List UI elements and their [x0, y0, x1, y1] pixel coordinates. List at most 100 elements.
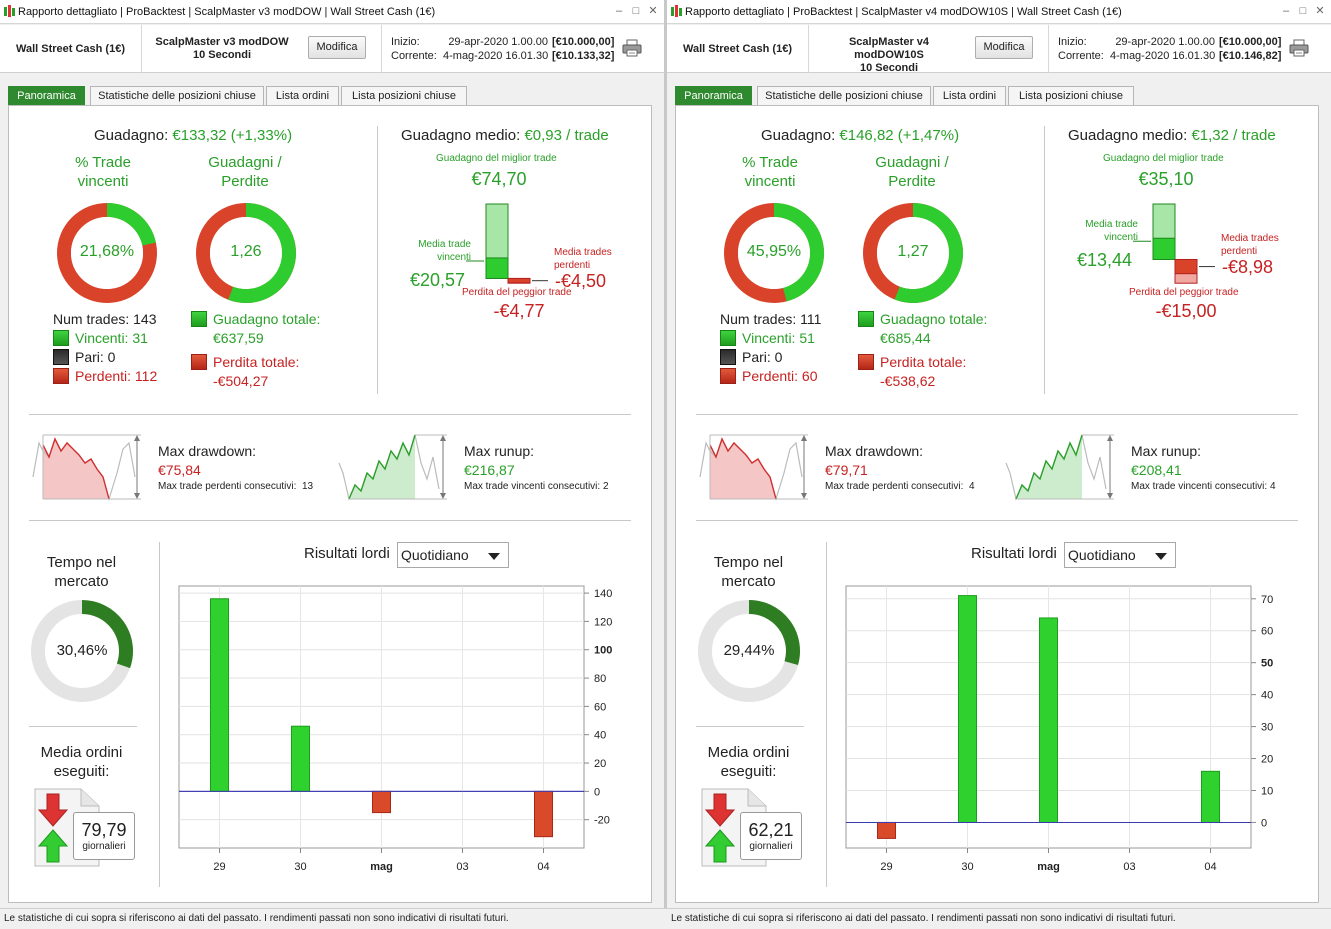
- maximize-button[interactable]: □: [1299, 5, 1307, 17]
- avg-orders-value: 79,79: [81, 820, 127, 840]
- x-tick-label: mag: [370, 861, 393, 873]
- max-consecutive-winners: Max trade vincenti consecutivi: 4: [1131, 481, 1276, 492]
- title-bar: Rapporto dettagliato | ProBacktest | Sca…: [667, 0, 1331, 24]
- section-divider: [696, 414, 1298, 415]
- worst-trade-label: Perdita del peggior trade: [1129, 287, 1239, 299]
- green-legend-icon: [191, 311, 207, 327]
- avg-orders-badge: 62,21 giornalieri: [740, 812, 802, 860]
- minimize-button[interactable]: –: [615, 5, 623, 17]
- avg-trade-graphic: [1133, 203, 1215, 284]
- bar: [291, 725, 310, 792]
- section-divider: [29, 520, 631, 521]
- title-bar: Rapporto dettagliato | ProBacktest | Sca…: [0, 0, 664, 24]
- close-button[interactable]: ✕: [1315, 5, 1325, 17]
- printer-icon[interactable]: [622, 39, 642, 57]
- total-gain-value: €637,59: [213, 330, 264, 346]
- report-window-v4: Rapporto dettagliato | ProBacktest | Sca…: [667, 0, 1331, 929]
- winners-count: Vincenti: 51: [720, 329, 821, 348]
- minimize-button[interactable]: –: [1282, 5, 1290, 17]
- tab-panoramica[interactable]: Panoramica: [675, 86, 752, 105]
- y-tick-label: 20: [1261, 754, 1273, 766]
- total-gain-row: Guadagno totale:: [191, 310, 320, 329]
- start-row: Inizio: 29-apr-2020 1.00.00 [€10.000,00]: [1058, 36, 1282, 48]
- win-rate-label: % Trade vincenti: [75, 154, 131, 190]
- y-tick-label: 0: [594, 786, 600, 798]
- time-in-market-value: 29,44%: [723, 642, 775, 659]
- candlestick-app-icon: [671, 5, 682, 19]
- y-tick-label: 120: [594, 616, 612, 628]
- x-tick-label: 03: [1123, 861, 1135, 873]
- x-tick-label: 29: [880, 861, 892, 873]
- tab-panoramica[interactable]: Panoramica: [8, 86, 85, 105]
- tab-closed-positions-stats[interactable]: Statistiche delle posizioni chiuse: [90, 86, 264, 105]
- window-title: Rapporto dettagliato | ProBacktest | Sca…: [18, 6, 436, 18]
- best-trade-value: €74,70: [471, 169, 527, 189]
- footer-bar: Le statistiche di cui sopra si riferisco…: [0, 908, 1331, 929]
- printer-icon[interactable]: [1289, 39, 1309, 57]
- avg-orders-badge: 79,79 giornalieri: [73, 812, 135, 860]
- tab-order-list[interactable]: Lista ordini: [266, 86, 339, 105]
- win-rate-hole: [738, 217, 810, 289]
- max-consecutive-losers: Max trade perdenti consecutivi: 13: [158, 481, 314, 492]
- time-in-market-gauge: [31, 600, 133, 702]
- total-gain-row: Guadagno totale:: [858, 310, 987, 329]
- total-gain-value: €685,44: [880, 330, 931, 346]
- window-separator[interactable]: [664, 0, 667, 929]
- tab-order-list[interactable]: Lista ordini: [933, 86, 1006, 105]
- section-divider: [29, 414, 631, 415]
- y-tick-label: 40: [1261, 690, 1273, 702]
- red-legend-icon: [53, 368, 69, 384]
- strategy-cell: ScalpMaster v4 modDOW10S 10 Secondi Modif…: [809, 25, 1049, 74]
- y-tick-label: 100: [594, 645, 612, 657]
- avg-loss-bar: [507, 277, 531, 284]
- win-rate-hole: [71, 217, 143, 289]
- green-legend-icon: [858, 311, 874, 327]
- close-button[interactable]: ✕: [648, 5, 658, 17]
- total-loss-value: -€538,62: [880, 373, 936, 389]
- avg-orders-label: Media ordini eseguiti:: [40, 744, 123, 780]
- black-legend-icon: [53, 349, 69, 365]
- x-tick-label: 04: [537, 861, 549, 873]
- chevron-down-icon: [488, 553, 500, 560]
- y-tick-label: 30: [1261, 722, 1273, 734]
- time-in-market-value: 30,46%: [56, 642, 108, 659]
- time-gauge-hole: [713, 615, 785, 687]
- losers-count: Perdenti: 60: [720, 367, 821, 386]
- dates-cell: Inizio: 29-apr-2020 1.00.00 [€10.000,00] C…: [1049, 25, 1281, 73]
- start-row: Inizio: 29-apr-2020 1.00.00 [€10.000,00]: [391, 36, 615, 48]
- bar: [1039, 617, 1058, 823]
- avg-gain-heading: Guadagno medio: €0,93 / trade: [401, 127, 609, 144]
- tab-closed-positions-stats[interactable]: Statistiche delle posizioni chiuse: [757, 86, 931, 105]
- y-tick-label: 20: [594, 758, 606, 770]
- total-loss-row: Perdita totale:: [191, 353, 320, 372]
- win-rate-slice: [773, 203, 824, 302]
- section-divider: [29, 726, 137, 727]
- winners-count: Vincenti: 31: [53, 329, 157, 348]
- period-dropdown-value: Quotidiano: [401, 547, 469, 563]
- period-dropdown[interactable]: Quotidiano: [1064, 542, 1176, 568]
- avg-orders-label: Media ordini eseguiti:: [707, 744, 790, 780]
- x-tick-label: 30: [961, 861, 973, 873]
- losers-count: Perdenti: 112: [53, 367, 157, 386]
- gross-results-label: Risultati lordi: [971, 545, 1057, 562]
- period-dropdown[interactable]: Quotidiano: [397, 542, 509, 568]
- window-title: Rapporto dettagliato | ProBacktest | Sca…: [685, 6, 1122, 18]
- tab-closed-positions-list[interactable]: Lista posizioni chiuse: [341, 86, 467, 105]
- x-tick-label: 03: [456, 861, 468, 873]
- win-rate-donut: [724, 203, 824, 303]
- gain-loss-ratio: 1,26: [230, 243, 262, 260]
- tab-closed-positions-list[interactable]: Lista posizioni chiuse: [1008, 86, 1134, 105]
- x-tick-label: 04: [1204, 861, 1216, 873]
- report-header: Wall Street Cash (1€) ScalpMaster v3 mod…: [0, 25, 664, 73]
- modify-button[interactable]: Modifica: [975, 36, 1033, 59]
- gain-loss-hole: [877, 217, 949, 289]
- y-tick-label: 70: [1261, 594, 1273, 606]
- modify-button[interactable]: Modifica: [308, 36, 366, 59]
- section-divider: [696, 520, 1298, 521]
- max-drawdown-label: Max drawdown:: [158, 443, 257, 459]
- x-tick-label: mag: [1037, 861, 1060, 873]
- y-tick-label: 40: [594, 730, 606, 742]
- maximize-button[interactable]: □: [632, 5, 640, 17]
- avg-orders-unit: giornalieri: [749, 841, 793, 852]
- max-runup-value: €216,87: [464, 462, 515, 478]
